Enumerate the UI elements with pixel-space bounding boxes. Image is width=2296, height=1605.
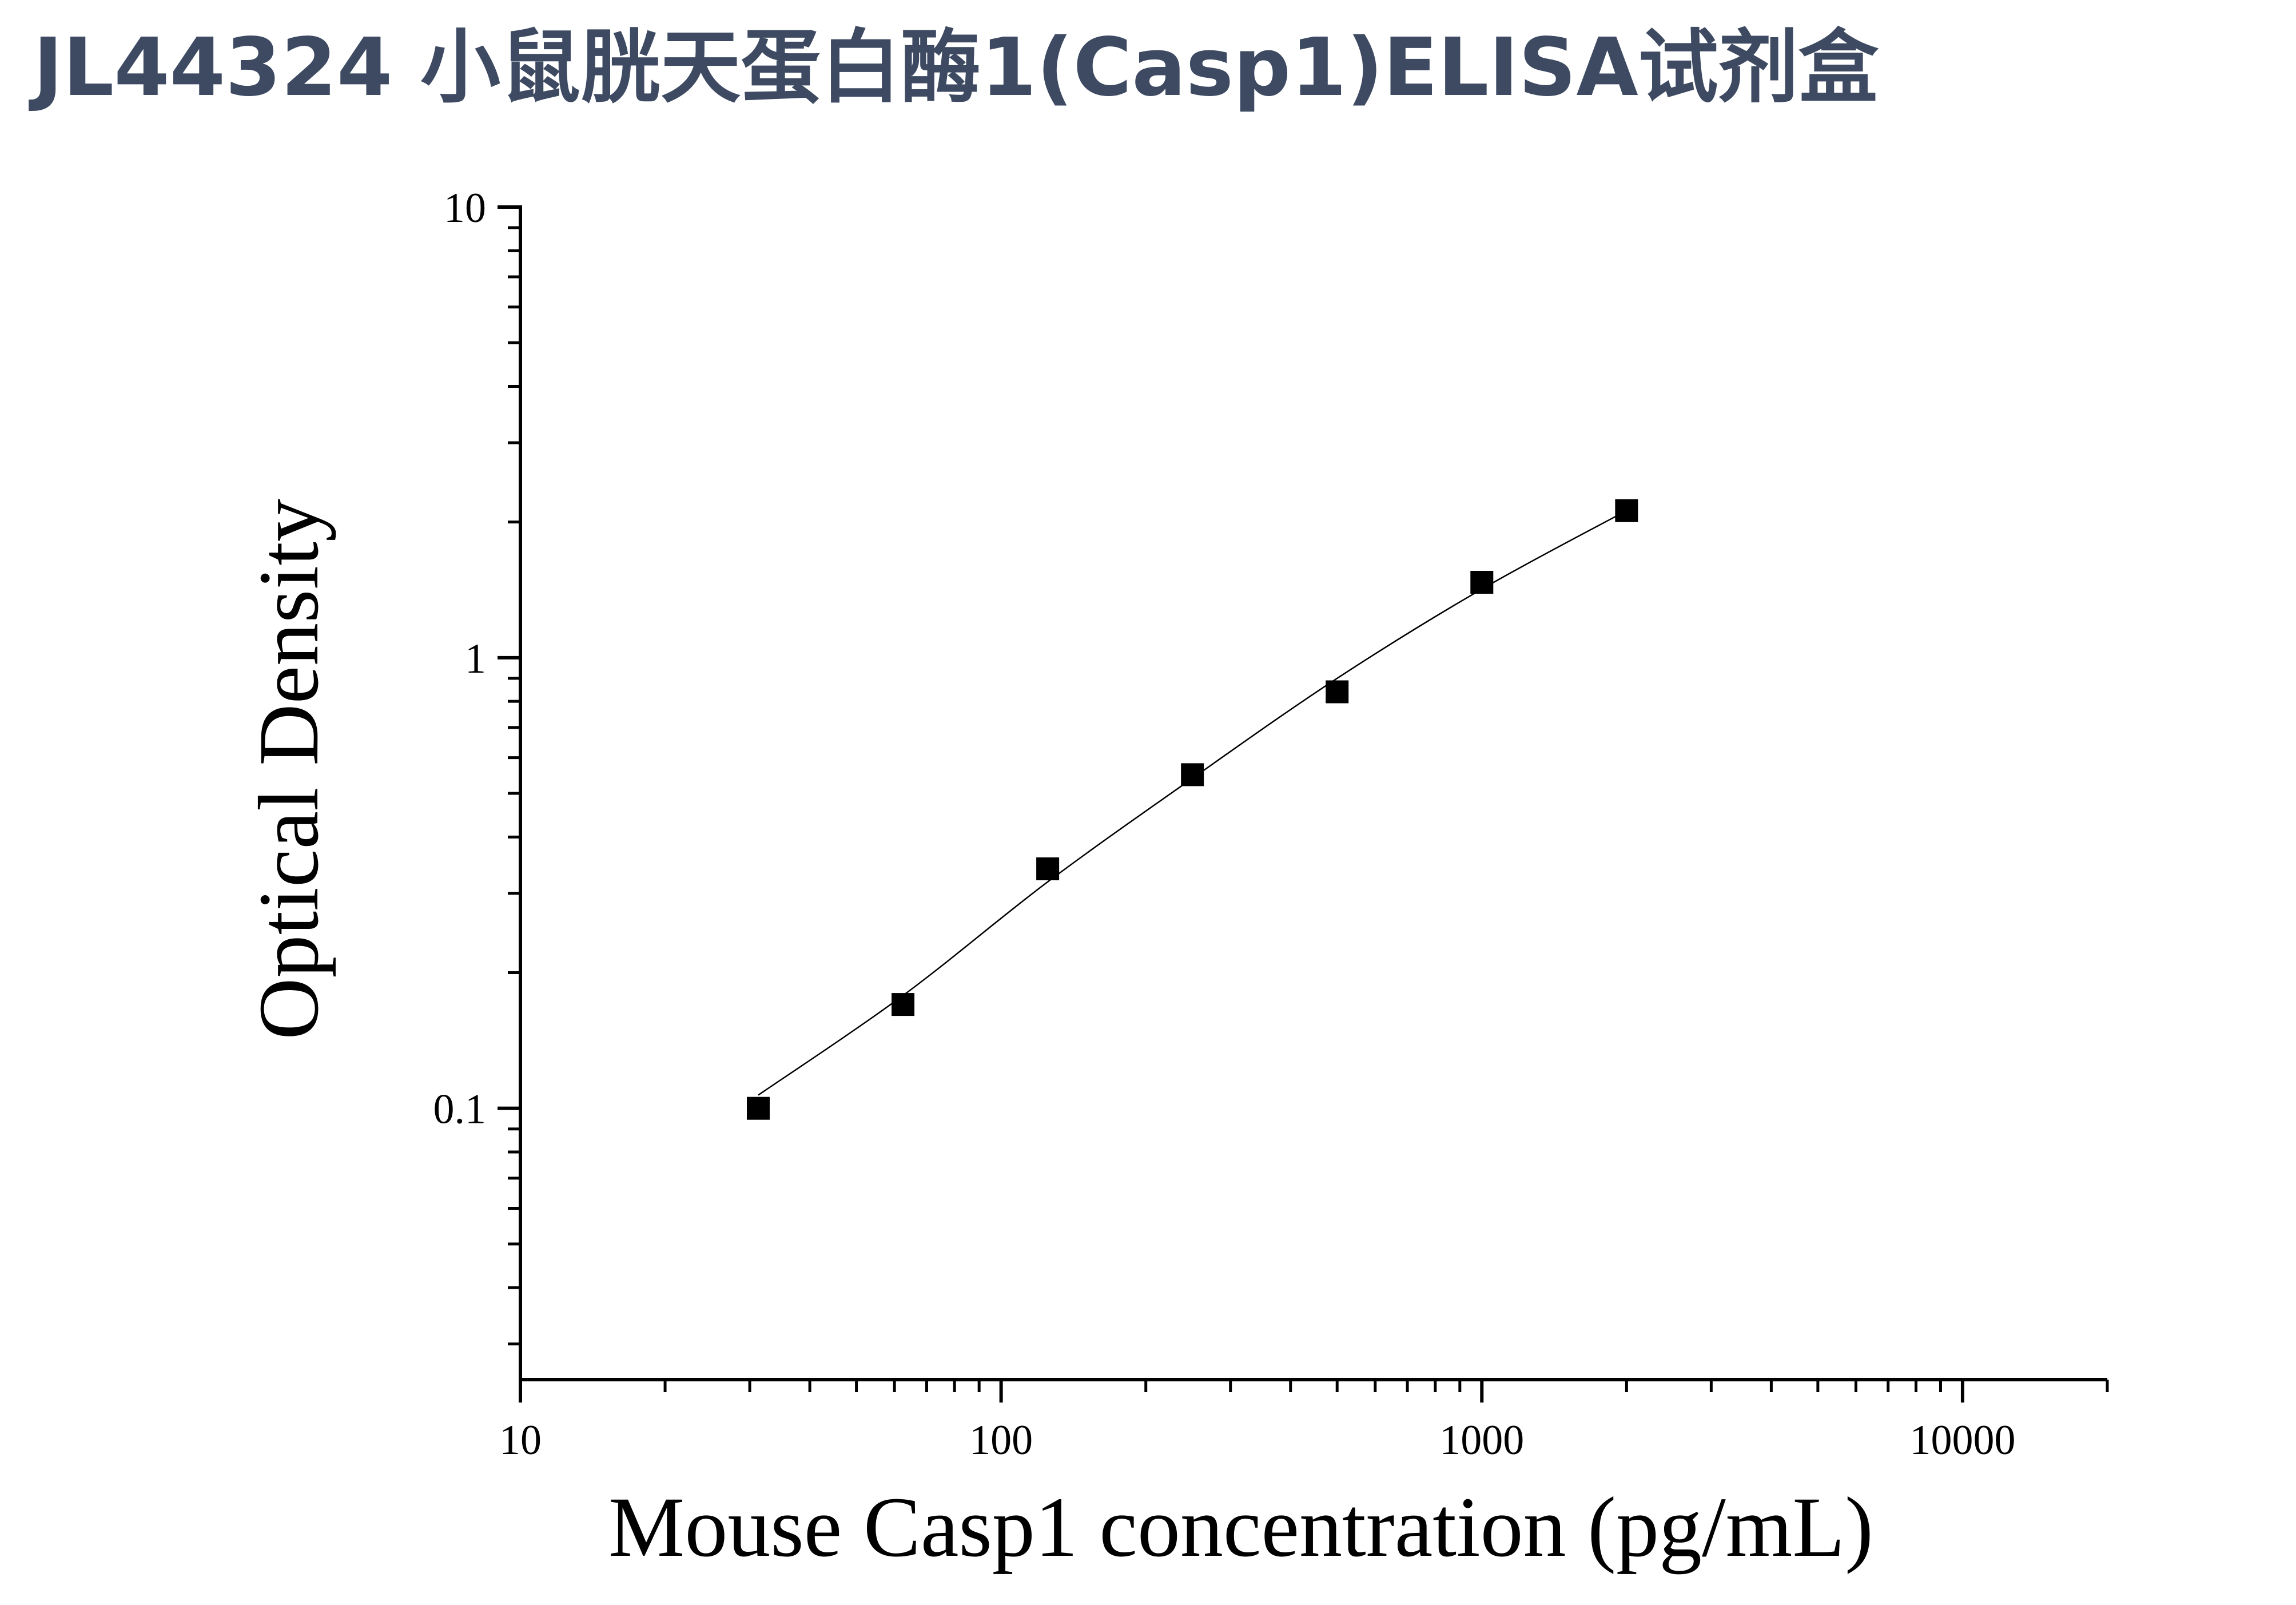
- y-major-ticks: [498, 205, 520, 1110]
- data-point: [1615, 499, 1638, 522]
- x-tick-label: 100: [969, 1417, 1033, 1464]
- y-minor-ticks: [508, 226, 520, 1346]
- data-point: [746, 1097, 770, 1120]
- y-axis-title: Optical Density: [241, 499, 336, 1040]
- x-major-ticks: [519, 1380, 1964, 1403]
- data-point: [1326, 680, 1349, 704]
- y-tick-label: 1: [465, 635, 486, 682]
- y-tick-label: 10: [444, 185, 486, 232]
- y-tick-labels: 0.1 1 10: [433, 185, 487, 1133]
- x-tick-label: 1000: [1439, 1417, 1524, 1464]
- data-point: [1470, 571, 1494, 594]
- data-point: [892, 993, 915, 1016]
- x-tick-labels: 10 100 1000 10000: [499, 1417, 2015, 1464]
- x-minor-ticks: [663, 1380, 2109, 1392]
- y-tick-label: 0.1: [433, 1086, 487, 1133]
- page-title: JL44324 小鼠胱天蛋白酶1(Casp1)ELISA试剂盒: [33, 21, 1879, 114]
- x-axis-title: Mouse Casp1 concentration (pg/mL): [608, 1480, 1873, 1575]
- data-point: [1036, 857, 1060, 880]
- x-tick-label: 10000: [1909, 1417, 2015, 1464]
- fit-curve: [758, 510, 1627, 1096]
- data-point: [1181, 763, 1204, 786]
- data-points: [746, 499, 1638, 1120]
- x-tick-label: 10: [499, 1417, 542, 1464]
